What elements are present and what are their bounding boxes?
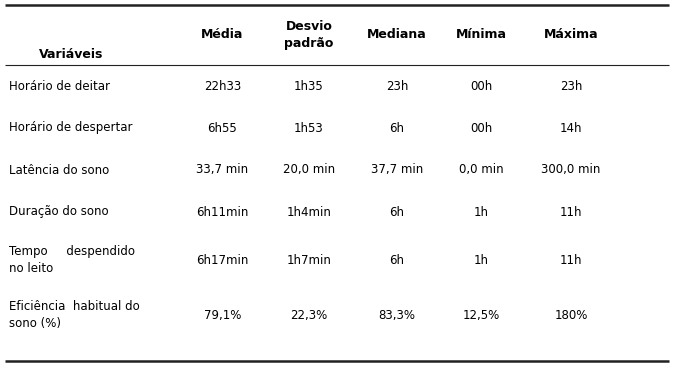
Text: 6h11min: 6h11min	[196, 205, 249, 219]
Text: 22,3%: 22,3%	[290, 309, 328, 322]
Text: 0,0 min: 0,0 min	[459, 164, 503, 176]
Text: Eficiência  habitual do
sono (%): Eficiência habitual do sono (%)	[9, 300, 140, 330]
Text: 1h7min: 1h7min	[286, 254, 332, 267]
Text: 14h: 14h	[559, 122, 582, 134]
Text: Duração do sono: Duração do sono	[9, 205, 109, 219]
Text: Latência do sono: Latência do sono	[9, 164, 109, 176]
Text: Horário de deitar: Horário de deitar	[9, 79, 110, 93]
Text: Máxima: Máxima	[544, 29, 599, 41]
Text: 11h: 11h	[559, 254, 582, 267]
Text: 1h: 1h	[474, 254, 489, 267]
Text: Horário de despertar: Horário de despertar	[9, 122, 133, 134]
Text: 11h: 11h	[559, 205, 582, 219]
Text: 20,0 min: 20,0 min	[283, 164, 335, 176]
Text: Variáveis: Variáveis	[39, 49, 104, 61]
Text: 1h4min: 1h4min	[286, 205, 332, 219]
Text: 1h: 1h	[474, 205, 489, 219]
Text: 00h: 00h	[470, 79, 492, 93]
Text: 300,0 min: 300,0 min	[541, 164, 601, 176]
Text: 22h33: 22h33	[204, 79, 241, 93]
Text: 6h: 6h	[390, 205, 404, 219]
Text: Desvio
padrão: Desvio padrão	[284, 20, 334, 50]
Text: 79,1%: 79,1%	[204, 309, 241, 322]
Text: 6h: 6h	[390, 122, 404, 134]
Text: Tempo     despendido
no leito: Tempo despendido no leito	[9, 246, 135, 276]
Text: Mediana: Mediana	[367, 29, 427, 41]
Text: 180%: 180%	[554, 309, 588, 322]
Text: 6h: 6h	[390, 254, 404, 267]
Text: 1h35: 1h35	[294, 79, 324, 93]
Text: 6h17min: 6h17min	[196, 254, 249, 267]
Text: Mínima: Mínima	[456, 29, 506, 41]
Text: 1h53: 1h53	[294, 122, 324, 134]
Text: 23h: 23h	[386, 79, 408, 93]
Text: Média: Média	[202, 29, 244, 41]
Text: 00h: 00h	[470, 122, 492, 134]
Text: 33,7 min: 33,7 min	[196, 164, 249, 176]
Text: 12,5%: 12,5%	[462, 309, 499, 322]
Text: 83,3%: 83,3%	[379, 309, 415, 322]
Text: 37,7 min: 37,7 min	[371, 164, 423, 176]
Text: 6h55: 6h55	[208, 122, 237, 134]
Text: 23h: 23h	[560, 79, 582, 93]
